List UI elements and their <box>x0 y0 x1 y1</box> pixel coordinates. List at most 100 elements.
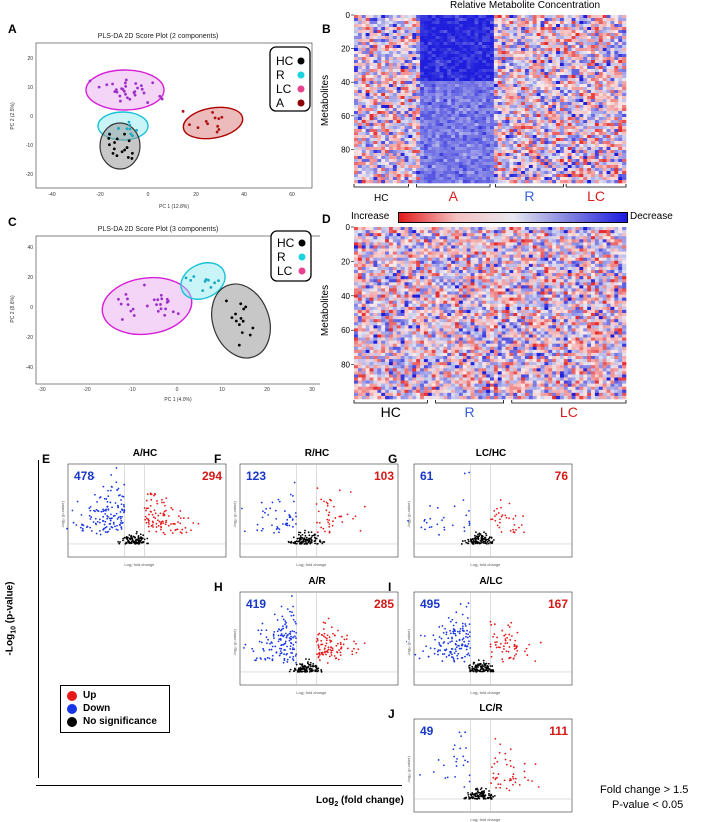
heatmap-cell <box>559 69 565 73</box>
heatmap-cell <box>614 174 619 178</box>
heatmap-cell <box>571 105 576 109</box>
heatmap-cell <box>548 111 553 115</box>
heatmap-cell <box>447 30 452 34</box>
heatmap-cell <box>493 126 499 130</box>
heatmap-cell <box>583 248 588 252</box>
score-point <box>225 299 228 303</box>
heatmap-cell <box>455 165 460 169</box>
heatmap-cell <box>423 135 429 139</box>
heatmap-cell <box>513 39 518 43</box>
heatmap-cell <box>517 153 522 157</box>
heatmap-cell <box>443 245 448 249</box>
heatmap-cell <box>509 236 514 240</box>
heatmap-cell <box>591 257 596 262</box>
heatmap-cell <box>478 111 483 115</box>
heatmap-cell <box>420 138 425 142</box>
heatmap-cell <box>466 48 471 52</box>
heatmap-cell <box>556 254 561 259</box>
color-scale-bar <box>398 212 628 223</box>
heatmap-cell <box>610 141 615 145</box>
heatmap-cell <box>594 99 600 103</box>
heatmap-cell <box>536 174 541 178</box>
heatmap-cell <box>354 174 359 178</box>
heatmap-cell <box>571 114 576 118</box>
heatmap-cell <box>505 257 510 262</box>
heatmap-cell <box>392 123 398 127</box>
heatmap-cell <box>571 156 576 160</box>
heatmap-cell <box>497 54 502 58</box>
heatmap-cell <box>435 33 440 37</box>
heatmap-cell <box>559 42 565 46</box>
heatmap-cell <box>509 254 514 259</box>
heatmap-cell <box>392 245 398 249</box>
heatmap-cell <box>365 242 370 246</box>
heatmap-cell <box>357 108 363 112</box>
heatmap-cell <box>548 42 553 46</box>
heatmap-cell <box>431 141 436 145</box>
heatmap-cell <box>470 78 475 82</box>
heatmap-cell <box>517 33 522 37</box>
heatmap-cell <box>404 135 409 139</box>
heatmap-cell <box>594 96 600 100</box>
heatmap-cell <box>470 48 475 52</box>
heatmap-cell <box>497 227 502 231</box>
heatmap-cell <box>532 24 537 28</box>
heatmap-cell <box>622 36 627 40</box>
heatmap-cell <box>536 150 541 154</box>
heatmap-cell <box>575 102 580 106</box>
heatmap-cell <box>497 129 502 133</box>
heatmap-cell <box>528 174 534 178</box>
heatmap-cell <box>423 159 429 163</box>
heatmap-cell <box>470 90 475 94</box>
heatmap-cell <box>435 39 440 43</box>
heatmap-cell <box>431 51 436 55</box>
heatmap-cell <box>493 24 499 28</box>
heatmap-cell <box>443 39 448 43</box>
heatmap-cell <box>482 171 487 175</box>
heatmap-cell <box>482 239 487 243</box>
heatmap-cell <box>451 242 456 246</box>
heatmap-cell <box>404 111 409 115</box>
heatmap-cell <box>361 147 366 151</box>
heatmap-cell <box>517 84 522 88</box>
heatmap-cell <box>377 108 382 112</box>
heatmap-cell <box>482 108 487 112</box>
heatmap-cell <box>540 78 545 82</box>
heatmap-cell <box>447 120 452 124</box>
heatmap-cell <box>377 230 382 234</box>
heatmap-cell <box>528 227 534 231</box>
heatmap-cell <box>594 111 600 115</box>
heatmap-cell <box>575 165 580 169</box>
heatmap-cell <box>505 168 510 172</box>
heatmap-cell <box>369 245 374 249</box>
heatmap-cell <box>439 102 444 106</box>
heatmap-cell <box>388 42 394 46</box>
heatmap-cell <box>412 114 417 118</box>
heatmap-cell <box>435 177 440 181</box>
heatmap-cell <box>579 27 584 31</box>
heatmap-cell <box>528 135 534 139</box>
heatmap-cell <box>583 120 588 124</box>
heatmap-cell <box>462 135 467 139</box>
heatmap-cell <box>614 117 619 121</box>
heatmap-cell <box>575 147 580 151</box>
heatmap-cell <box>536 168 541 172</box>
heatmap-cell <box>466 168 471 172</box>
heatmap-cell <box>408 147 413 151</box>
heatmap-cell <box>567 177 572 181</box>
heatmap-cell <box>556 233 561 237</box>
legend-label: LC <box>277 264 293 278</box>
heatmap-cell <box>361 239 366 243</box>
heatmap-cell <box>575 54 580 58</box>
heatmap-cell <box>462 75 467 79</box>
heatmap-cell <box>490 51 495 55</box>
heatmap-cell <box>392 105 398 109</box>
heatmap-cell <box>354 27 359 31</box>
heatmap-cell <box>610 81 615 85</box>
heatmap-cell <box>443 27 448 31</box>
heatmap-cell <box>416 48 421 52</box>
heatmap-cell <box>357 90 363 94</box>
heatmap-cell <box>505 75 510 79</box>
heatmap-cell <box>594 93 600 97</box>
heatmap-cell <box>618 174 623 178</box>
